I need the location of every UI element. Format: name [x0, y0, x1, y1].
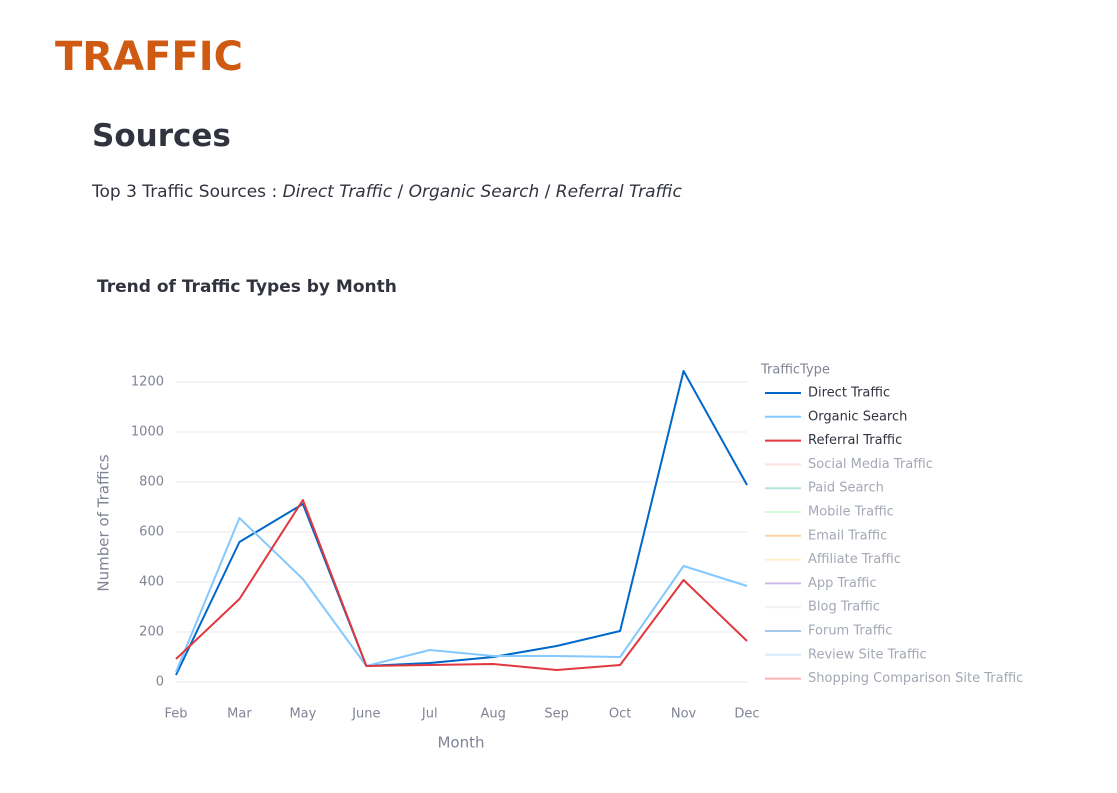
summary-label: Top 3 Traffic Sources :: [92, 182, 278, 202]
x-tick-label: Sep: [544, 707, 569, 722]
x-tick-label: Dec: [734, 707, 759, 722]
series-line: [175, 499, 748, 671]
x-tick-label: June: [351, 707, 380, 722]
x-axis-title: Month: [437, 734, 484, 752]
legend-label: Direct Traffic: [808, 386, 890, 401]
legend-title: TrafficType: [760, 363, 830, 378]
y-axis-title: Number of Traffics: [95, 454, 113, 591]
legend-label: Social Media Traffic: [808, 457, 933, 472]
x-tick-label: Aug: [481, 707, 506, 722]
source: Direct Traffic: [282, 182, 393, 202]
legend-label: Paid Search: [808, 481, 884, 496]
x-tick-label: Nov: [671, 707, 697, 722]
source: Referral Traffic: [555, 182, 682, 202]
y-tick-label: 800: [139, 475, 164, 490]
y-tick-label: 1000: [131, 425, 164, 440]
legend-label: App Traffic: [808, 576, 877, 591]
section-title: Sources: [92, 118, 231, 154]
legend-label: Email Traffic: [808, 528, 887, 543]
x-tick-label: May: [289, 707, 316, 722]
legend-label: Review Site Traffic: [808, 647, 927, 662]
legend-label: Affiliate Traffic: [808, 552, 901, 567]
separator: /: [544, 182, 551, 202]
legend-label: Forum Traffic: [808, 624, 892, 639]
x-tick-label: Feb: [164, 707, 187, 722]
legend-label: Referral Traffic: [808, 433, 902, 448]
legend-label: Blog Traffic: [808, 600, 880, 615]
legend-label: Mobile Traffic: [808, 505, 894, 520]
x-tick-label: Mar: [227, 707, 252, 722]
x-tick-label: Oct: [609, 707, 631, 722]
legend-label: Organic Search: [808, 409, 907, 424]
summary: Top 3 Traffic Sources : Direct Traffic /…: [92, 182, 682, 202]
x-tick-label: Jul: [421, 707, 438, 722]
page-title: TRAFFIC: [55, 34, 243, 80]
source: Organic Search: [408, 182, 540, 202]
legend-label: Shopping Comparison Site Traffic: [808, 671, 1023, 686]
series-line: [175, 517, 748, 673]
y-tick-label: 1200: [131, 375, 164, 390]
y-tick-label: 600: [139, 525, 164, 540]
y-tick-label: 200: [139, 625, 164, 640]
chart-title: Trend of Traffic Types by Month: [97, 277, 397, 297]
y-tick-label: 400: [139, 575, 164, 590]
separator: /: [397, 182, 404, 202]
series-line: [175, 370, 748, 676]
y-tick-label: 0: [156, 675, 164, 690]
